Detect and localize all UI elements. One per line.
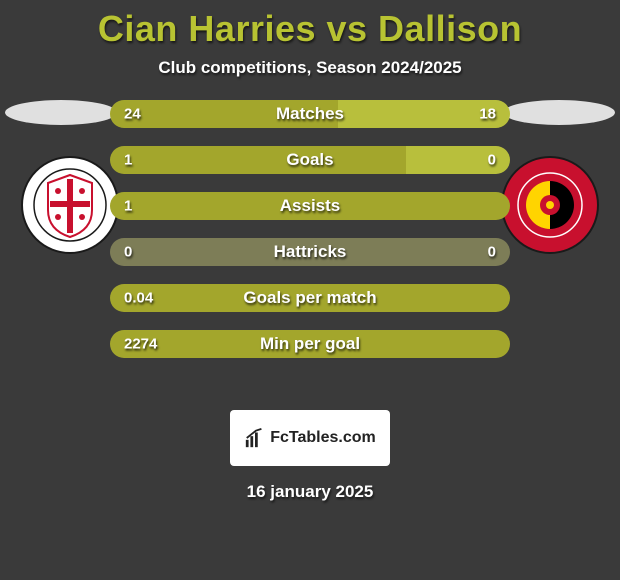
comparison-chart: Matches2418Goals10Assists1Hattricks00Goa… [0,100,620,410]
left-oval [5,100,117,125]
stat-label: Goals per match [243,288,376,308]
stat-row: Matches 24 18 [110,100,510,128]
stat-row: Hattricks 0 0 [110,238,510,266]
comparison-title: Cian Harries vs Dallison [0,8,620,50]
stat-left-value: 1 [124,198,132,215]
snapshot-date: 16 january 2025 [0,482,620,502]
stat-left-value: 24 [124,106,141,123]
stat-right-value: 18 [479,106,496,123]
stat-row: Goals per match 0.04 [110,284,510,312]
fctables-logo: FcTables.com [230,410,390,466]
stat-label: Matches [276,104,344,124]
stat-row: Goals 1 0 [110,146,510,174]
stat-bars: Matches2418Goals10Assists1Hattricks00Goa… [110,100,510,376]
right-club-badge [500,155,600,255]
stat-label: Goals [286,150,333,170]
stat-row: Min per goal 2274 [110,330,510,358]
stat-label: Min per goal [260,334,360,354]
stat-left-value: 2274 [124,336,157,353]
stat-right-value: 0 [488,152,496,169]
stat-row: Assists 1 [110,192,510,220]
stat-left-value: 1 [124,152,132,169]
stat-label: Hattricks [274,242,347,262]
stat-right-value: 0 [488,244,496,261]
stat-left-value: 0 [124,244,132,261]
brand-text: FcTables.com [270,429,376,447]
stat-label: Assists [280,196,340,216]
comparison-subtitle: Club competitions, Season 2024/2025 [0,58,620,78]
stat-bar-left [110,146,406,174]
right-oval [503,100,615,125]
stat-left-value: 0.04 [124,290,153,307]
left-club-badge [20,155,120,255]
